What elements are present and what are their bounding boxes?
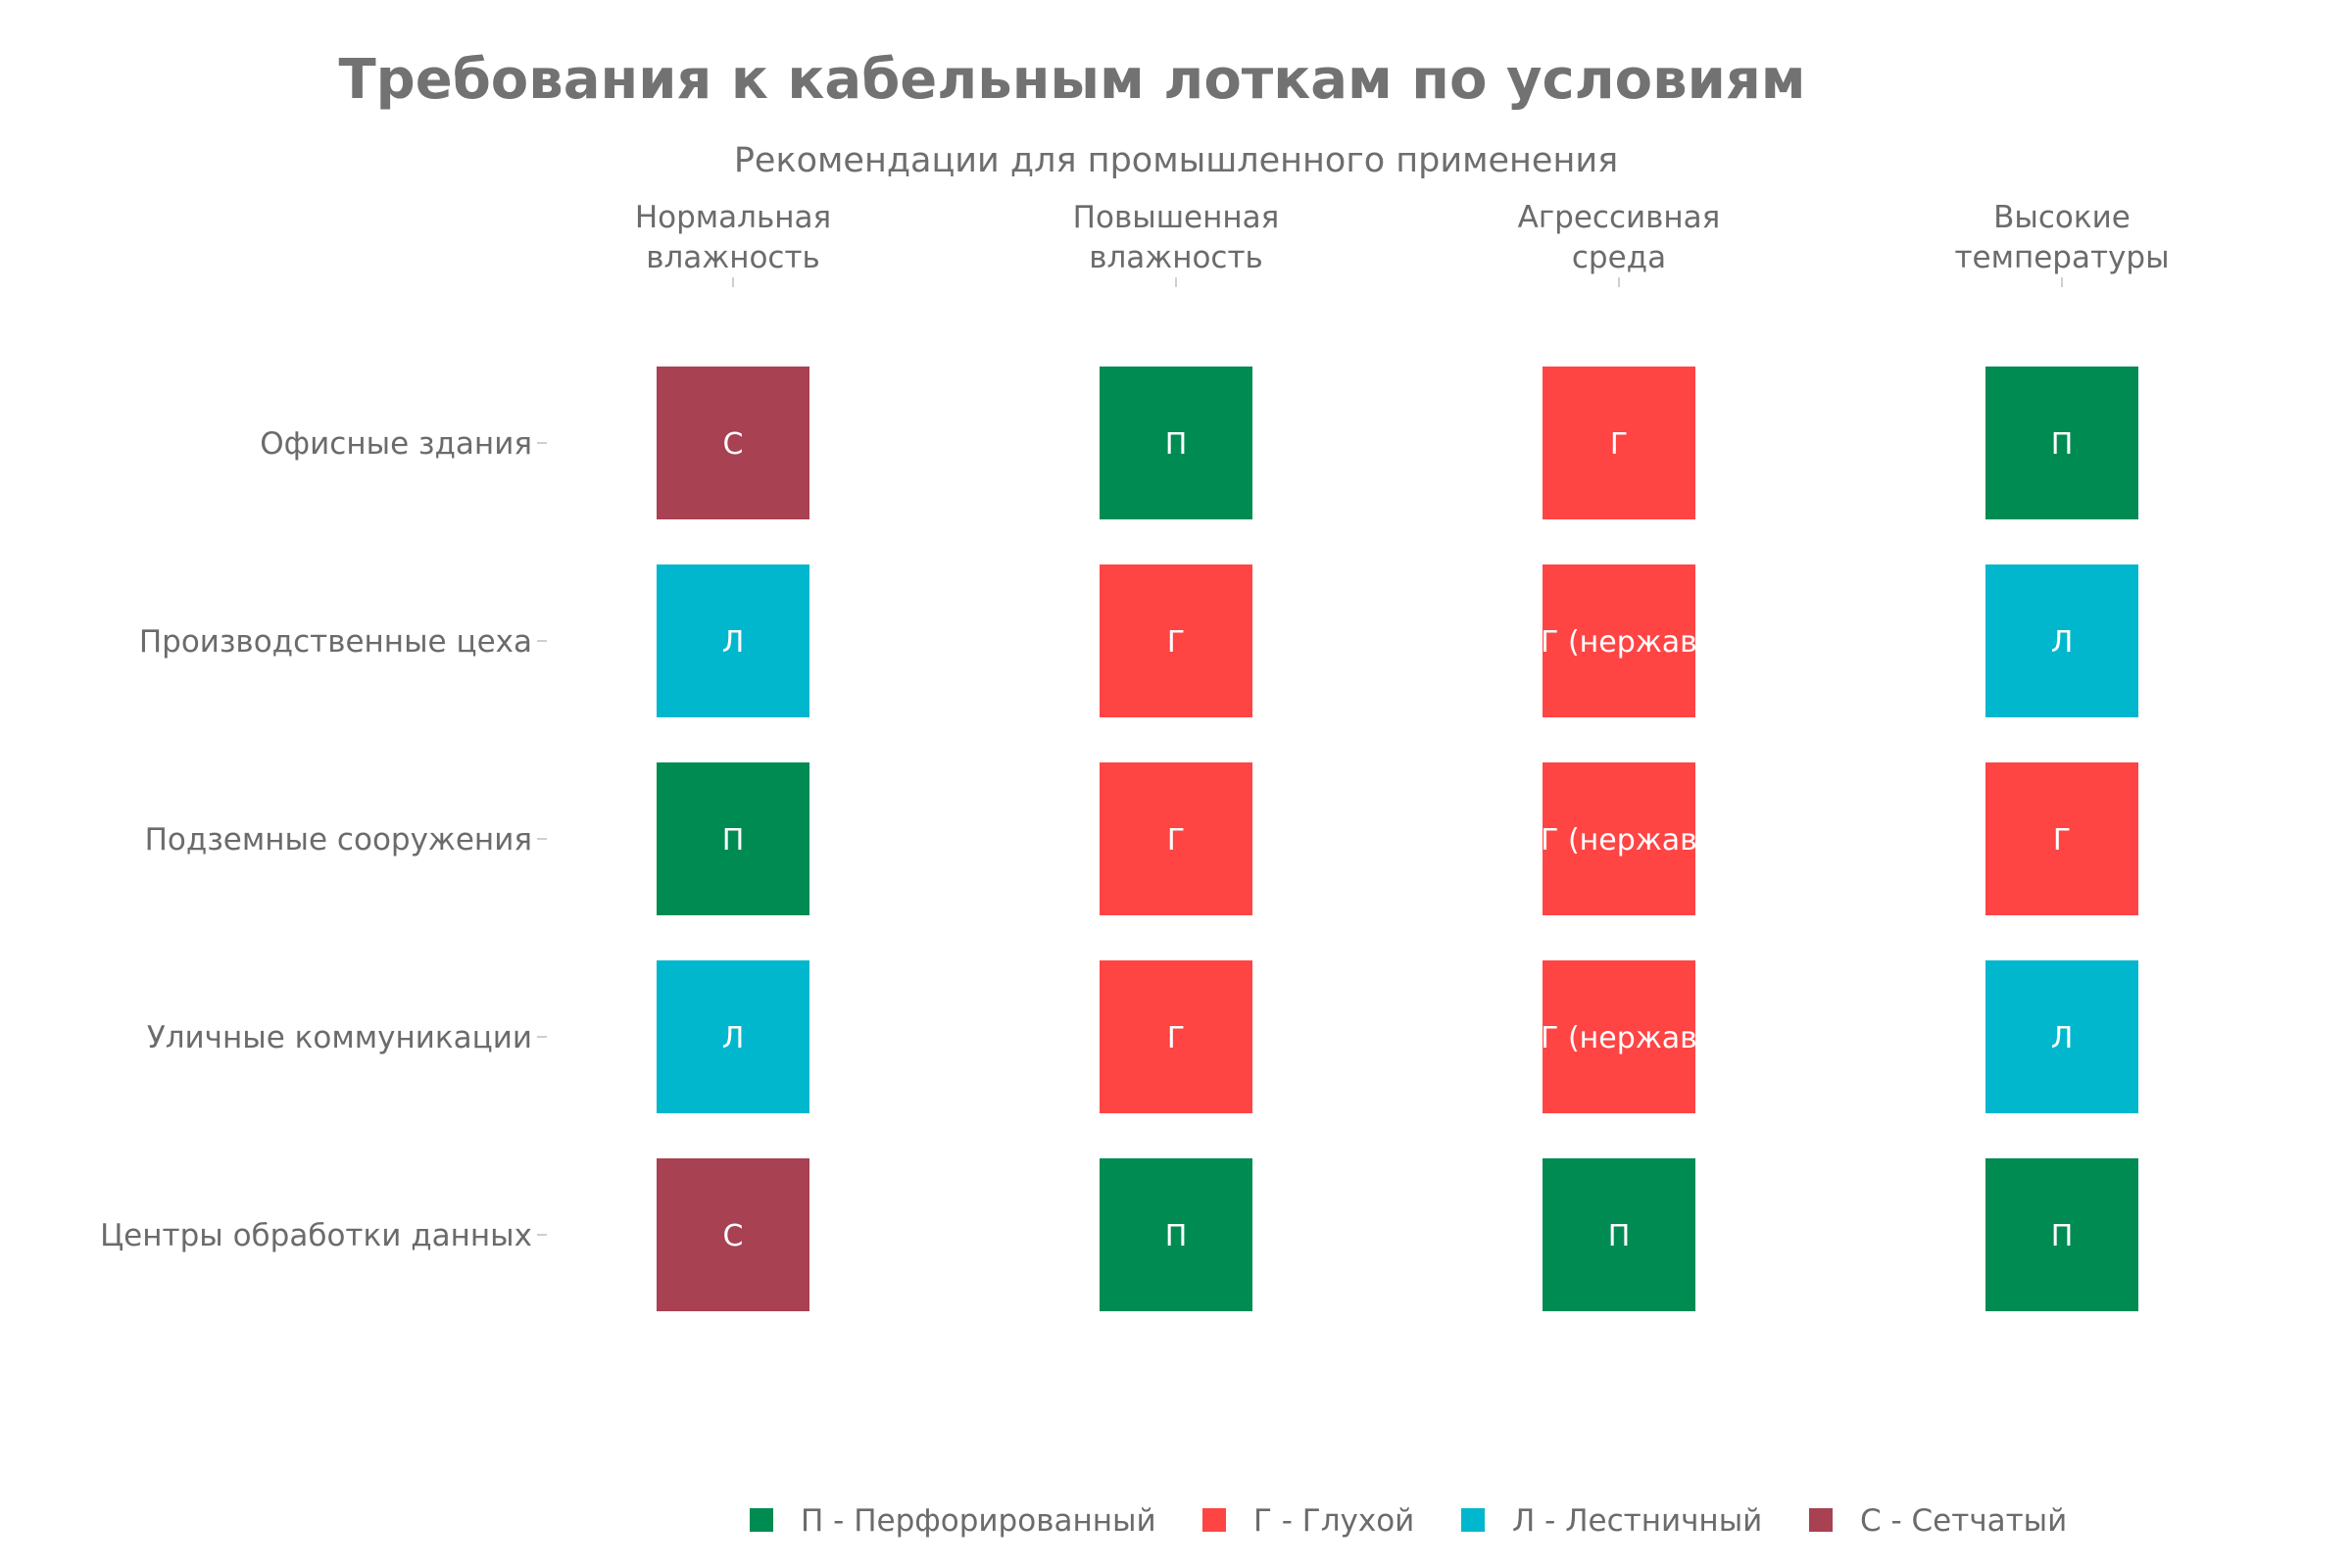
column-label: Повышенная влажность (1073, 200, 1280, 275)
chart-title: Требования к кабельным лоткам по условия… (338, 48, 1805, 112)
heatmap-cell-rect (657, 1158, 809, 1311)
heatmap-cell-label: Г (1610, 427, 1628, 462)
heatmap-cell-label: П (1165, 1219, 1188, 1253)
heatmap-cell: П (1985, 367, 2138, 519)
heatmap-cells: С П Г П Л Г Г (нержав Л П Г Г (нержав Г Л Г Г (нержав Л… (657, 367, 2138, 1311)
row-label: Центры обработки данных (100, 1218, 532, 1253)
legend-swatch (1461, 1508, 1485, 1532)
heatmap-cell: Г (нержав (1541, 960, 1697, 1113)
row-label: Производственные цеха (139, 624, 532, 660)
heatmap-cell-rect (1100, 1158, 1252, 1311)
heatmap-cell-rect (1985, 762, 2138, 915)
column-label: Нормальная влажность (635, 200, 831, 275)
column-label-line: Повышенная (1073, 200, 1280, 235)
heatmap-cell-label: Г (2053, 823, 2071, 858)
heatmap-cell-rect (657, 564, 809, 717)
column-label-line: Агрессивная (1518, 200, 1721, 235)
heatmap-cell-label: П (1165, 427, 1188, 462)
legend: П - Перфорированный Г - Глухой Л - Лестнич… (750, 1503, 2067, 1539)
legend-label: П - Перфорированный (801, 1503, 1156, 1539)
heatmap-cell-label: П (722, 823, 745, 858)
heatmap-cell: Л (1985, 564, 2138, 717)
heatmap-cell-label: Г (нержав (1541, 823, 1697, 858)
legend-item: С - Сетчатый (1809, 1503, 2067, 1539)
heatmap-cell: Г (1100, 960, 1252, 1113)
column-label-line: влажность (1089, 240, 1263, 275)
column-label-line: Высокие (1993, 200, 2131, 235)
heatmap-cell-rect (1985, 960, 2138, 1113)
legend-swatch (1202, 1508, 1226, 1532)
heatmap-cell-rect (657, 762, 809, 915)
heatmap-cell-rect (1543, 1158, 1695, 1311)
heatmap-cell-rect (657, 960, 809, 1113)
heatmap-cell-label: Г (1167, 823, 1185, 858)
heatmap-cell-rect (657, 367, 809, 519)
heatmap-cell: П (657, 762, 809, 915)
heatmap-cell-rect (1985, 564, 2138, 717)
row-label: Офисные здания (260, 426, 532, 462)
heatmap-cell-rect (1985, 367, 2138, 519)
legend-swatch (750, 1508, 773, 1532)
legend-label: Л - Лестничный (1512, 1503, 1762, 1539)
legend-swatch (1809, 1508, 1833, 1532)
heatmap-cell-label: Л (722, 1021, 745, 1055)
heatmap-cell-rect (1543, 762, 1695, 915)
heatmap-cell-label: Г (нержав (1541, 625, 1697, 660)
heatmap-cell: С (657, 1158, 809, 1311)
heatmap-cell-label: П (2051, 1219, 2074, 1253)
heatmap-cell-label: П (2051, 427, 2074, 462)
legend-item: Л - Лестничный (1461, 1503, 1762, 1539)
heatmap-cell-label: Л (2051, 625, 2074, 660)
heatmap-cell-label: Г (1167, 1021, 1185, 1055)
row-label: Подземные сооружения (145, 822, 532, 858)
row-label: Уличные коммуникации (147, 1020, 532, 1055)
heatmap-cell: Л (1985, 960, 2138, 1113)
heatmap-cell: Л (657, 960, 809, 1113)
heatmap-cell: Г (1985, 762, 2138, 915)
heatmap-cell: Г (1100, 762, 1252, 915)
heatmap-cell: Г (1543, 367, 1695, 519)
column-label: Высокие температуры (1954, 200, 2169, 275)
heatmap-cell-label: П (1608, 1219, 1631, 1253)
column-label-line: влажность (646, 240, 820, 275)
heatmap-cell: Г (нержав (1541, 762, 1697, 915)
heatmap-cell-label: Г (нержав (1541, 1021, 1697, 1055)
heatmap-cell: Г (1100, 564, 1252, 717)
heatmap-cell-label: Г (1167, 625, 1185, 660)
heatmap-cell-rect (1543, 367, 1695, 519)
heatmap-cell-label: Л (2051, 1021, 2074, 1055)
legend-label: С - Сетчатый (1860, 1503, 2067, 1539)
chart-subtitle: Рекомендации для промышленного применени… (734, 141, 1618, 180)
column-label-line: Нормальная (635, 200, 831, 235)
heatmap-cell-label: С (723, 427, 744, 462)
heatmap-cell: С (657, 367, 809, 519)
heatmap-cell: П (1100, 367, 1252, 519)
legend-item: П - Перфорированный (750, 1503, 1156, 1539)
heatmap-cell-rect (1100, 960, 1252, 1113)
column-label: Агрессивная среда (1518, 200, 1721, 275)
heatmap-cell-label: Л (722, 625, 745, 660)
row-labels: Офисные здания Производственные цеха Подзе… (100, 426, 547, 1253)
heatmap-cell-rect (1100, 564, 1252, 717)
heatmap-cell: Л (657, 564, 809, 717)
heatmap-cell-rect (1100, 762, 1252, 915)
heatmap-cell: П (1100, 1158, 1252, 1311)
column-labels: Нормальная влажность Повышенная влажность Аг… (635, 200, 2170, 287)
heatmap-cell-rect (1985, 1158, 2138, 1311)
heatmap-cell-rect (1543, 960, 1695, 1113)
legend-item: Г - Глухой (1202, 1503, 1414, 1539)
heatmap-cell: П (1985, 1158, 2138, 1311)
column-label-line: температуры (1954, 240, 2169, 275)
heatmap-cell: Г (нержав (1541, 564, 1697, 717)
heatmap-cell: П (1543, 1158, 1695, 1311)
column-label-line: среда (1572, 240, 1666, 275)
legend-label: Г - Глухой (1253, 1503, 1414, 1539)
heatmap-cell-rect (1100, 367, 1252, 519)
heatmap-cell-label: С (723, 1219, 744, 1253)
heatmap-cell-rect (1543, 564, 1695, 717)
